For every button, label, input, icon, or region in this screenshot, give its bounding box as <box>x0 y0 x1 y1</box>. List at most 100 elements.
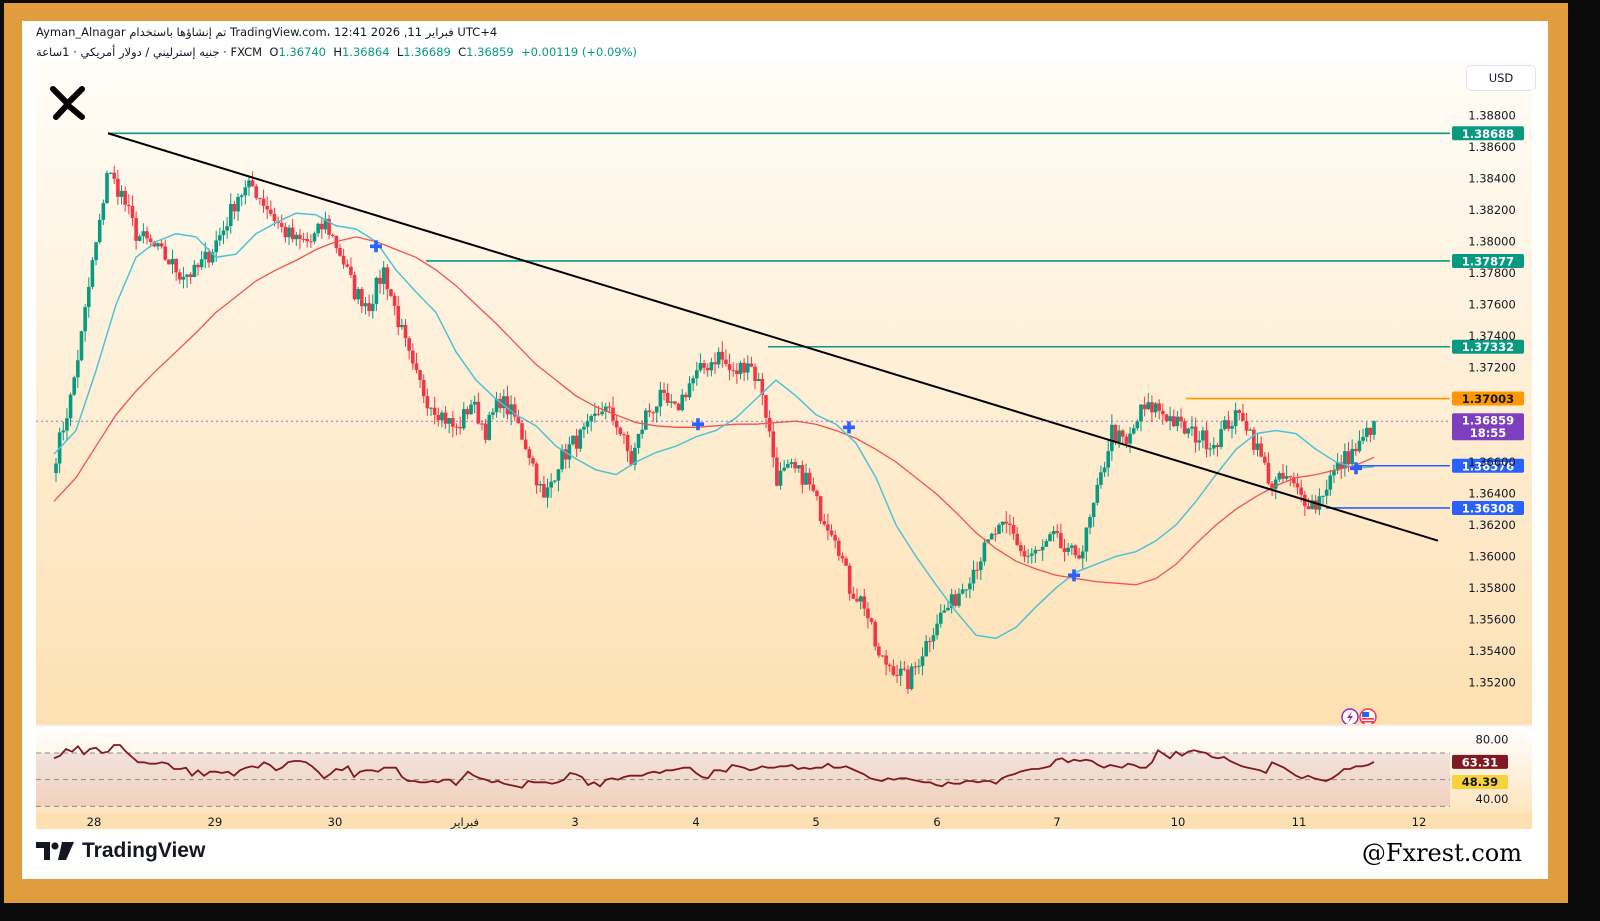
candle-body <box>188 274 193 277</box>
candle-body <box>523 439 528 450</box>
candle-body <box>585 421 590 427</box>
candle-body <box>738 362 743 375</box>
candle-body <box>1080 551 1085 559</box>
candle-body <box>1070 545 1074 548</box>
candle-body <box>429 407 433 409</box>
candle-body <box>593 413 597 417</box>
candle-body <box>214 240 218 253</box>
candle-body <box>1000 521 1005 525</box>
candle-body <box>159 243 164 247</box>
candle-body <box>1343 451 1347 469</box>
candle-body <box>1357 440 1362 452</box>
candle-body <box>1088 517 1092 528</box>
candle-body <box>949 594 954 608</box>
candle-body <box>771 431 776 458</box>
x-axis-tick: 5 <box>812 815 819 829</box>
candle-body <box>443 412 448 424</box>
trendline[interactable] <box>107 132 1439 542</box>
candle-body <box>833 535 837 541</box>
candle-body <box>1277 473 1282 480</box>
x-axis-tick: 12 <box>1412 815 1427 829</box>
flag-stripe-icon <box>1362 721 1374 723</box>
candle-body <box>90 260 95 287</box>
candle-body <box>844 558 848 566</box>
candle-body <box>866 608 870 619</box>
candle-body <box>207 251 211 263</box>
low-label: L <box>396 45 404 59</box>
y-axis-tick: 1.35600 <box>1468 612 1516 626</box>
candle-body <box>1091 502 1096 518</box>
candle-body <box>192 264 197 277</box>
candle-body <box>440 412 444 421</box>
candle-body <box>625 434 630 452</box>
candle-body <box>877 646 881 656</box>
candle-body <box>112 172 117 179</box>
candle-body <box>1113 424 1118 442</box>
candle-body <box>170 258 175 265</box>
candle-body <box>676 403 681 411</box>
candle-body <box>1150 402 1154 413</box>
candle-body <box>1346 451 1351 465</box>
y-axis-tick: 1.36000 <box>1468 549 1516 563</box>
symbol-label[interactable]: جنيه إسترليني / دولار أمريكي · 1ساعة · F… <box>36 45 263 59</box>
candle-body <box>982 542 987 562</box>
candle-body <box>218 235 222 241</box>
candle-body <box>1059 533 1063 549</box>
candle-body <box>1102 467 1107 473</box>
candle-body <box>553 480 557 482</box>
candle-body <box>1241 412 1245 421</box>
candle-body <box>1011 525 1016 534</box>
candle-body <box>250 180 255 187</box>
candle-body <box>360 289 364 307</box>
candle-body <box>86 286 91 308</box>
candle-body <box>148 238 153 243</box>
candle-body <box>265 205 269 210</box>
candle-body <box>1120 430 1125 437</box>
candle-body <box>855 598 859 602</box>
currency-button[interactable]: USD <box>1466 65 1536 91</box>
candle-body <box>913 666 918 668</box>
chart-area[interactable]: 1.38688 1.37877 1.37332 1.37003 1.36576 1.363… <box>36 61 1536 830</box>
candle-body <box>633 447 637 465</box>
price-chart[interactable]: 1.38688 1.37877 1.37332 1.37003 1.36576 1.363… <box>36 61 1532 830</box>
candle-body <box>884 655 888 665</box>
candle-body <box>574 435 579 449</box>
x-axis-tick: 28 <box>87 815 102 829</box>
candle-body <box>815 490 819 497</box>
y-axis-tick: 1.35800 <box>1468 581 1516 595</box>
cross-marker-icon <box>370 240 383 253</box>
close-value: 1.36859 <box>466 45 514 59</box>
candle-body <box>396 305 401 328</box>
candle-body <box>917 665 921 667</box>
candle-body <box>228 203 233 227</box>
candle-body <box>181 276 186 280</box>
rsi-line <box>53 744 1375 789</box>
candle-body <box>1019 545 1023 552</box>
candle-body <box>108 172 113 174</box>
price-level-label: 1.36308 <box>1462 501 1514 515</box>
candle-body <box>243 187 248 196</box>
candle-body <box>906 669 910 689</box>
change-value: +0.00119 (+0.09%) <box>521 45 638 59</box>
candle-body <box>1222 420 1227 430</box>
candle-body <box>851 593 856 599</box>
candle-body <box>1164 414 1169 422</box>
candle-body <box>749 363 754 367</box>
candle-body <box>72 377 77 395</box>
tradingview-logo[interactable]: TradingView <box>36 839 205 863</box>
candle-body <box>873 621 877 647</box>
candle-body <box>509 404 513 415</box>
rsi-ma-badge <box>1452 775 1508 789</box>
candle-body <box>836 540 841 556</box>
candle-body <box>520 423 524 440</box>
candle-body <box>137 236 142 241</box>
cross-marker-icon <box>1350 462 1362 475</box>
x-axis-tick: 3 <box>571 815 578 829</box>
candle-body <box>502 396 506 409</box>
x-axis-tick: 6 <box>933 815 940 829</box>
candle-body <box>596 413 601 415</box>
candle-body <box>1208 448 1212 450</box>
price-level-label: 1.36576 <box>1462 459 1514 473</box>
cross-marker-icon <box>1068 569 1080 582</box>
candle-body <box>1190 426 1194 429</box>
